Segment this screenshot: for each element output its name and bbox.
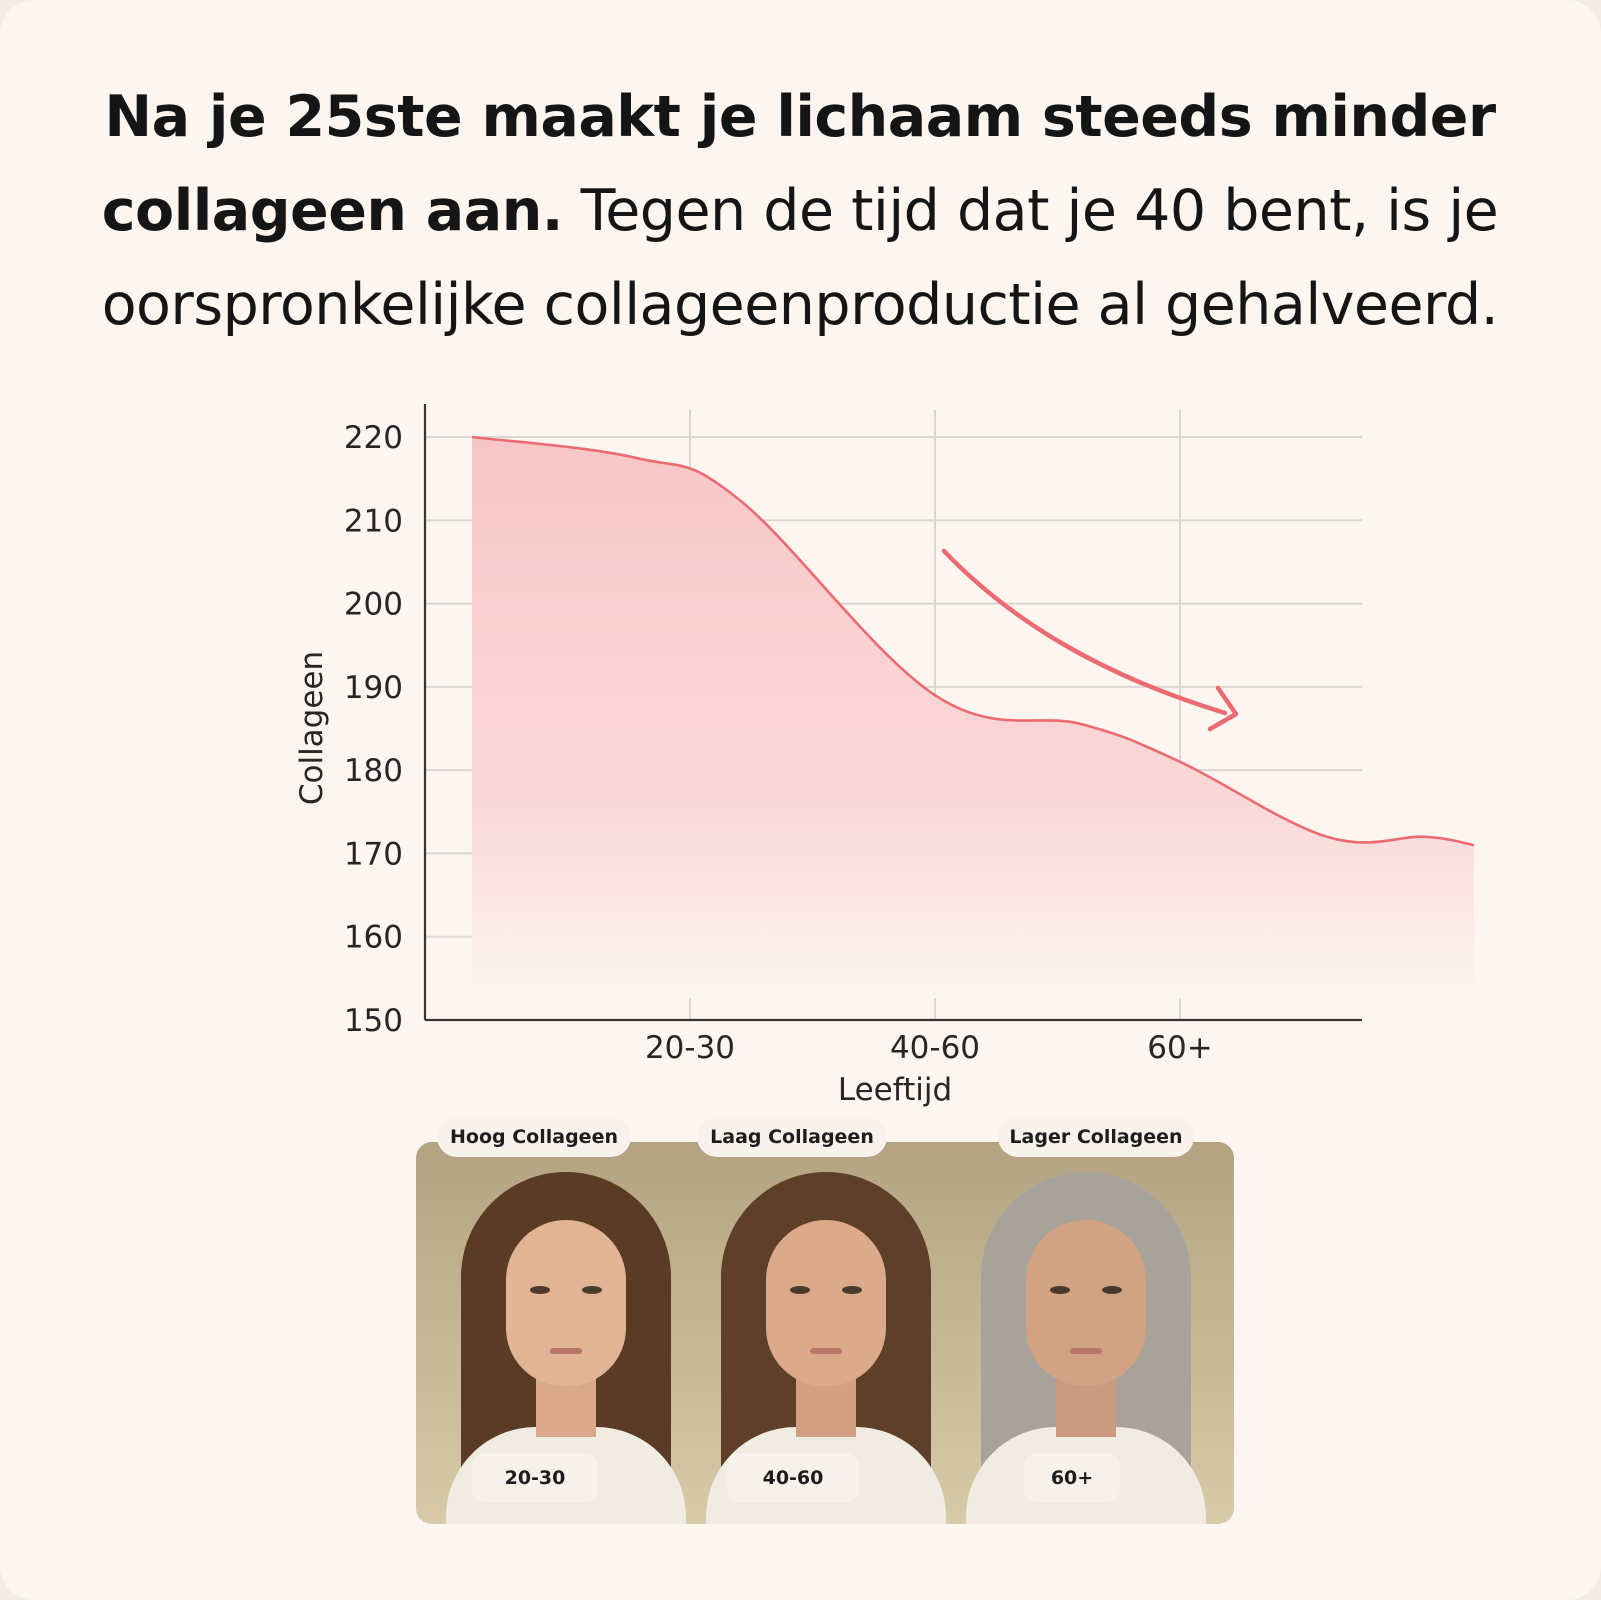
data-line [471,435,1475,847]
collagen-chart: 150 160 170 180 190 200 210 220 20-30 40-60 60+ Co… [294,404,1475,1108]
eye [790,1286,810,1294]
y-tick-label: 150 [344,1003,403,1039]
x-tick-label: 20-30 [645,1030,735,1066]
area-fill [472,437,1474,998]
trend-arrow-body [941,548,1228,716]
label-lager-collageen: Lager Collageen [998,1117,1194,1157]
eye [1050,1286,1070,1294]
headline-regular: Tegen de tijd dat je 40 bent, is je oors… [101,178,1499,338]
y-tick-label: 190 [344,670,403,706]
label-laag-collageen: Laag Collageen [697,1117,887,1157]
portrait-old [936,1142,1234,1524]
trend-arrow [941,548,1239,732]
age-badge-40-60: 40-60 [727,1453,859,1503]
axes [423,404,1362,1022]
mouth [810,1348,842,1354]
eye [842,1286,862,1294]
x-tick-label: 60+ [1147,1030,1212,1066]
face [506,1220,626,1386]
trend-arrow-head [1207,685,1239,732]
eye [530,1286,550,1294]
eye [582,1286,602,1294]
label-hoog-collageen: Hoog Collageen [437,1117,631,1157]
y-tick-label: 170 [344,836,403,872]
y-tick-label: 200 [344,587,403,623]
x-axis-title: Leeftijd [838,1072,952,1108]
y-tick-label: 220 [344,420,403,456]
y-axis-title: Collageen [294,651,330,805]
mouth [1070,1348,1102,1354]
y-tick-label: 210 [344,503,403,539]
y-tick-label: 180 [344,753,403,789]
mouth [550,1348,582,1354]
eye [1102,1286,1122,1294]
tick-labels: 150 160 170 180 190 200 210 220 20-30 40-60 60+ [344,420,1213,1066]
age-badge-60plus: 60+ [1024,1453,1120,1503]
y-tick-label: 160 [344,920,403,956]
headline: Na je 25ste maakt je lichaam steeds mind… [20,70,1580,352]
age-badge-20-30: 20-30 [472,1453,598,1503]
headline-bold: Na je 25ste maakt je lichaam steeds mind… [101,84,1496,244]
x-tick-label: 40-60 [890,1030,980,1066]
face [1026,1220,1146,1386]
face [766,1220,886,1386]
